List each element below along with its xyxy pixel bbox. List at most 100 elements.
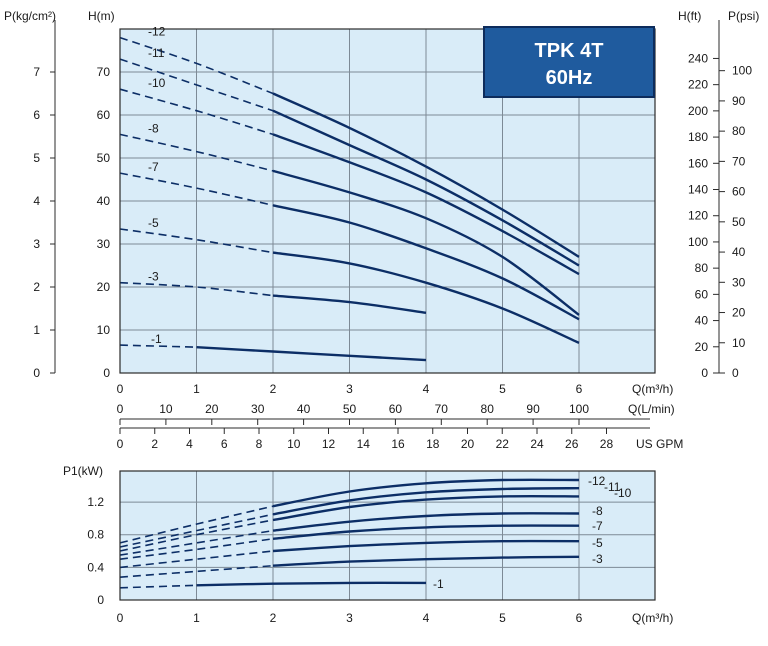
pressure-psi-tick-label: 30	[732, 275, 746, 289]
head-m-tick-label: 40	[97, 194, 111, 208]
head-m-tick-label: 20	[97, 280, 111, 294]
head-ft-tick-label: 220	[688, 78, 708, 92]
flow-gpm-axis-title: US GPM	[636, 437, 683, 451]
head-m-tick-label: 60	[97, 108, 111, 122]
head-curve-dashed	[119, 172, 274, 207]
head-curve-label: -8	[148, 121, 159, 135]
power-axis-title: P1(kW)	[63, 464, 103, 478]
power-curve-line	[272, 494, 580, 522]
model-badge-box	[483, 26, 655, 98]
power-curves	[119, 478, 580, 589]
power-flow-tick-label: 3	[346, 611, 353, 625]
head-ft-tick-label: 100	[688, 235, 708, 249]
head-ft-tick-label: 120	[688, 209, 708, 223]
power-curve-line	[272, 539, 580, 553]
flow-lmin-tick-label: 70	[435, 402, 449, 416]
flow-m3h-tick-label: 1	[193, 382, 200, 396]
power-curve-line	[272, 524, 580, 540]
head-curve-dashed	[119, 344, 197, 348]
flow-gpm-tick-label: 22	[496, 437, 510, 451]
head-curve-line	[196, 346, 427, 362]
flow-lmin-tick-label: 100	[569, 402, 589, 416]
power-curve-label: -1	[433, 577, 444, 591]
head-curve-line	[272, 204, 580, 321]
power-curve-dashed	[119, 584, 197, 589]
head-ft-tick-label: 180	[688, 130, 708, 144]
head-ft-tick-label: 240	[688, 51, 708, 65]
flow-lmin-tick-label: 90	[526, 402, 540, 416]
power-curve-label: -12	[588, 474, 606, 488]
head-curve-label: -11	[148, 46, 165, 60]
head-curve-dashed	[119, 133, 274, 172]
head-curve-label: -1	[151, 332, 162, 346]
flow-lmin-tick-label: 60	[389, 402, 403, 416]
flow-gpm-tick-label: 12	[322, 437, 336, 451]
head-curves	[119, 36, 580, 362]
head-ft-tick-label: 160	[688, 156, 708, 170]
flow-m3h-tick-label: 2	[270, 382, 277, 396]
head-m-tick-label: 50	[97, 151, 111, 165]
flow-m3h-axis-title: Q(m³/h)	[632, 382, 673, 396]
power-flow-axis-title: Q(m³/h)	[632, 611, 673, 625]
flow-m3h-tick-label: 3	[346, 382, 353, 396]
pressure-kg-tick-label: 2	[33, 280, 40, 294]
power-plot-frame	[119, 470, 656, 601]
power-curve-label: -10	[614, 486, 632, 500]
pressure-psi-tick-label: 20	[732, 306, 746, 320]
flow-gpm-tick-label: 4	[186, 437, 193, 451]
power-flow-tick-label: 0	[117, 611, 124, 625]
pressure-psi-tick-label: 40	[732, 245, 746, 259]
head-ft-tick-label: 80	[695, 261, 709, 275]
power-curve-dashed	[119, 513, 274, 548]
head-curve-label: -12	[148, 25, 166, 39]
head-curve-label: -10	[148, 76, 166, 90]
flow-gpm-tick-label: 16	[391, 437, 405, 451]
pressure-kg-tick-label: 1	[33, 323, 40, 337]
head-ft-axis-title: H(ft)	[678, 9, 701, 23]
flow-m3h-tick-label: 6	[576, 382, 583, 396]
pressure-psi-tick-label: 0	[732, 366, 739, 380]
power-axes: 0 0.4 0.8 1.2 P1(kW) 0 1 2 3 4 5 6 Q(m³/h)	[63, 464, 673, 625]
head-curve-line	[272, 251, 580, 344]
pressure-kg-tick-label: 7	[33, 65, 40, 79]
flow-lmin-tick-label: 50	[343, 402, 357, 416]
power-curve-labels: -12-11-10 -8-7 -5 -3 -1	[433, 474, 632, 591]
head-m-tick-label: 0	[103, 366, 110, 380]
flow-m3h-tick-label: 0	[117, 382, 124, 396]
power-tick-label: 1.2	[87, 495, 104, 509]
power-tick-label: 0.4	[87, 560, 104, 574]
power-curve-dashed	[119, 505, 274, 544]
power-curve-label: -3	[592, 552, 603, 566]
flow-m3h-tick-label: 5	[499, 382, 506, 396]
pressure-kg-tick-label: 0	[33, 366, 40, 380]
pressure-psi-tick-label: 50	[732, 215, 746, 229]
power-curve-dashed	[119, 538, 274, 560]
flow-lmin-tick-label: 0	[117, 402, 124, 416]
power-flow-tick-label: 4	[423, 611, 430, 625]
flow-lmin-tick-label: 20	[205, 402, 219, 416]
flow-gpm-tick-label: 20	[461, 437, 475, 451]
power-flow-tick-label: 6	[576, 611, 583, 625]
power-curve-label: -8	[592, 504, 603, 518]
pressure-psi-tick-label: 70	[732, 154, 746, 168]
head-ft-tick-label: 20	[695, 340, 709, 354]
head-curve-line	[272, 294, 427, 314]
pressure-kg-axis-title: P(kg/cm²)	[4, 9, 56, 23]
head-curve-label: -5	[148, 216, 159, 230]
head-curve-line	[272, 133, 580, 276]
flow-m3h-tick-label: 4	[423, 382, 430, 396]
flow-gpm-tick-label: 0	[117, 437, 124, 451]
flow-gpm-tick-label: 14	[357, 437, 371, 451]
power-flow-tick-label: 1	[193, 611, 200, 625]
power-curve-line	[272, 512, 580, 532]
head-plot-border	[119, 28, 656, 374]
head-curve-dashed	[119, 88, 274, 136]
pressure-psi-tick-label: 100	[732, 64, 752, 78]
power-flow-tick-label: 5	[499, 611, 506, 625]
power-curve-line	[196, 581, 427, 587]
flow-lmin-tick-label: 80	[481, 402, 495, 416]
model-badge-name: TPK 4T	[535, 40, 604, 62]
pressure-kg-tick-label: 5	[33, 151, 40, 165]
head-m-tick-label: 10	[97, 323, 111, 337]
